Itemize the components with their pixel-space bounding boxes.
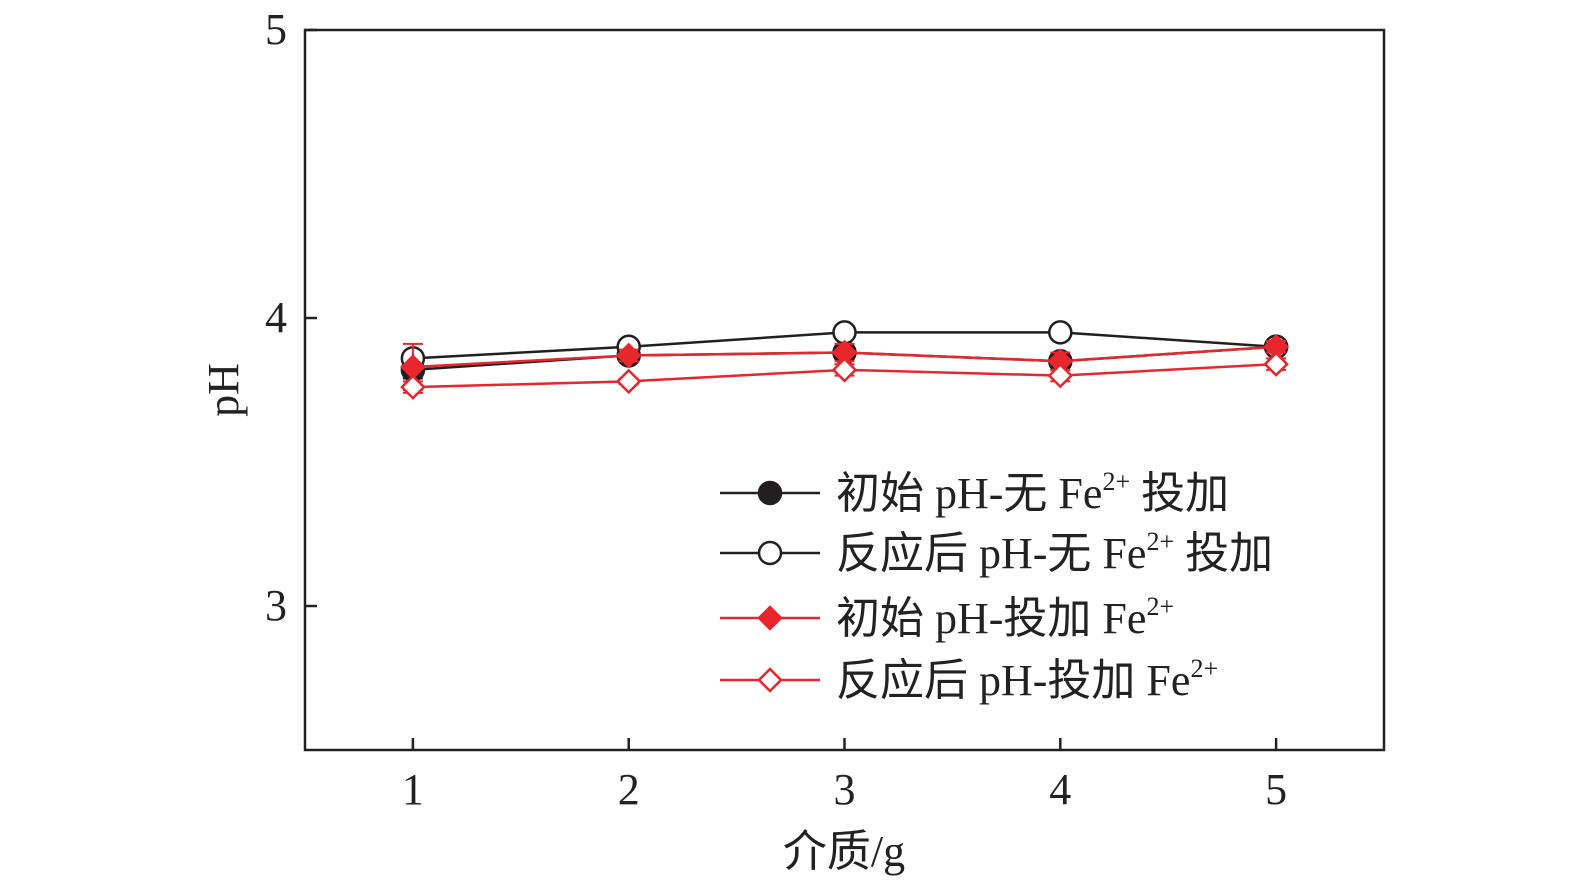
series-3 <box>400 334 1289 391</box>
series-layer <box>400 320 1289 400</box>
legend-label: 反应后 pH-无 Fe2+ 投加 <box>836 527 1273 578</box>
x-tick-label: 3 <box>834 765 856 814</box>
y-tick-label: 4 <box>265 293 287 342</box>
legend-marker <box>757 605 783 631</box>
legend-entry-1: 初始 pH-无 Fe2+ 投加 <box>720 467 1229 518</box>
y-tick-label: 3 <box>265 581 287 630</box>
x-tick-label: 2 <box>618 765 640 814</box>
x-axis-label: 介质/g <box>783 827 905 876</box>
x-tick-label: 4 <box>1049 765 1071 814</box>
y-axis-label: pH <box>199 363 248 417</box>
legend-marker <box>757 667 783 693</box>
y-tick-label: 5 <box>265 5 287 54</box>
data-point <box>831 357 858 383</box>
x-tick-label: 5 <box>1265 765 1287 814</box>
legend-marker <box>757 540 783 566</box>
legend-entry-4: 反应后 pH-投加 Fe2+ <box>720 654 1218 705</box>
legend-entry-2: 反应后 pH-无 Fe2+ 投加 <box>720 527 1273 578</box>
series-4 <box>400 351 1289 400</box>
data-point <box>1048 320 1073 345</box>
legend-label: 初始 pH-投加 Fe2+ <box>836 592 1174 643</box>
data-point <box>615 342 642 369</box>
data-point <box>400 374 426 400</box>
x-tick-label: 1 <box>402 765 424 814</box>
legend-entry-3: 初始 pH-投加 Fe2+ <box>720 592 1174 643</box>
legend-label: 初始 pH-无 Fe2+ 投加 <box>836 467 1229 518</box>
data-point <box>1047 362 1074 389</box>
data-point <box>1263 351 1289 377</box>
data-point <box>615 368 642 395</box>
legend-label: 反应后 pH-投加 Fe2+ <box>836 654 1218 705</box>
axis-ticks: 1 2 3 4 5 3 4 5 <box>265 5 1287 814</box>
legend-marker <box>757 480 783 506</box>
